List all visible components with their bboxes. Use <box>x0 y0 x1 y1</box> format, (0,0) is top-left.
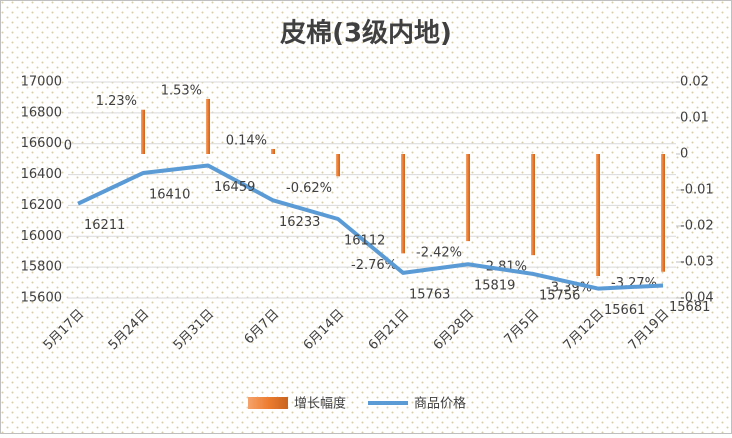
legend-label: 增长幅度 <box>294 396 346 412</box>
y2-tick-label: 0.01 <box>680 111 709 126</box>
line-value-label: 15661 <box>604 303 645 318</box>
chart-title: 皮棉(3级内地) <box>280 18 452 49</box>
bar <box>141 109 145 154</box>
y2-tick-label: -0.03 <box>680 255 714 270</box>
line-value-label: 16233 <box>279 215 320 230</box>
y2-tick-label: 0.02 <box>680 75 709 90</box>
line-value-label: 15756 <box>539 288 580 303</box>
bar <box>271 148 275 154</box>
y2-tick-label: -0.02 <box>680 219 714 234</box>
line-value-label: 16112 <box>344 234 385 249</box>
y-tick-label: 15800 <box>21 260 62 275</box>
bar-value-label: 0.14% <box>226 133 267 148</box>
line <box>77 163 664 291</box>
line-value-label: 15681 <box>669 300 710 315</box>
bar <box>531 154 535 256</box>
y2-tick-label: 0 <box>680 147 688 162</box>
y2-tick-label: -0.04 <box>680 291 714 306</box>
line-value-label: 16410 <box>149 188 190 203</box>
legend-swatch <box>248 397 288 409</box>
line-value-label: 15763 <box>409 287 450 302</box>
line-value-label: 15819 <box>474 279 515 294</box>
y-tick-label: 16600 <box>21 136 62 151</box>
y2-tick-label: -0.01 <box>680 183 714 198</box>
y-tick-label: 17000 <box>21 75 62 90</box>
line-value-label: 16459 <box>214 180 255 195</box>
bar-value-label: -2.76% <box>351 258 397 273</box>
bar <box>596 154 600 277</box>
bar <box>206 98 210 154</box>
bar <box>336 154 340 177</box>
line-value-label: 16211 <box>84 218 125 233</box>
y-tick-label: 16800 <box>21 105 62 120</box>
bar-value-label: -0.62% <box>286 181 332 196</box>
bar <box>401 154 405 254</box>
bar <box>661 154 665 272</box>
y-tick-label: 16400 <box>21 167 62 182</box>
bar-value-label: 1.53% <box>161 83 202 98</box>
legend-label: 商品价格 <box>414 396 466 412</box>
bar-value-label: 0 <box>64 139 72 154</box>
y-tick-label: 16200 <box>21 198 62 213</box>
bar-value-label: -2.42% <box>416 246 462 261</box>
bar <box>466 154 470 242</box>
y-tick-label: 15600 <box>21 291 62 306</box>
bar-value-label: 1.23% <box>96 94 137 109</box>
y-tick-label: 16000 <box>21 229 62 244</box>
